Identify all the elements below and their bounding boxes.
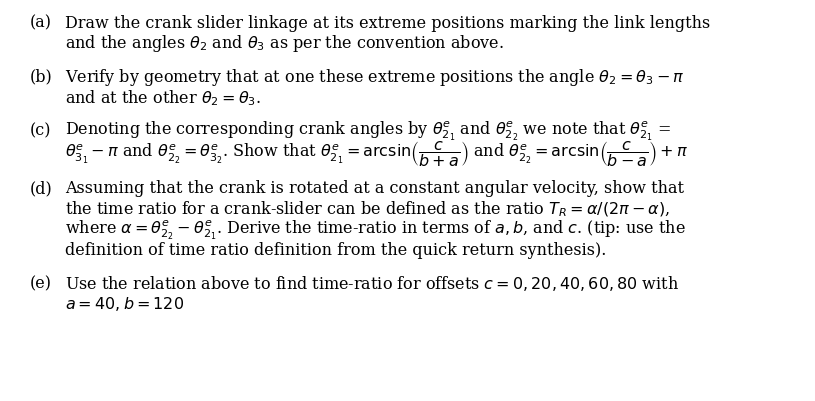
- Text: where $\alpha = \theta^e_{2_2} - \theta^e_{2_1}$. Derive the time-ratio in terms: where $\alpha = \theta^e_{2_2} - \theta^…: [64, 218, 685, 242]
- Text: $\theta^e_{3_1} - \pi$ and $\theta^e_{2_2} = \theta^e_{3_2}$. Show that $\theta^: $\theta^e_{3_1} - \pi$ and $\theta^e_{2_…: [64, 138, 688, 168]
- Text: Verify by geometry that at one these extreme positions the angle $\theta_2 = \th: Verify by geometry that at one these ext…: [64, 67, 685, 87]
- Text: Assuming that the crank is rotated at a constant angular velocity, show that: Assuming that the crank is rotated at a …: [64, 180, 684, 197]
- Text: (c): (c): [29, 122, 51, 139]
- Text: (e): (e): [29, 275, 51, 292]
- Text: definition of time ratio definition from the quick return synthesis).: definition of time ratio definition from…: [64, 242, 606, 259]
- Text: Draw the crank slider linkage at its extreme positions marking the link lengths: Draw the crank slider linkage at its ext…: [64, 15, 710, 32]
- Text: and the angles $\theta_2$ and $\theta_3$ as per the convention above.: and the angles $\theta_2$ and $\theta_3$…: [64, 34, 504, 55]
- Text: and at the other $\theta_2 = \theta_3$.: and at the other $\theta_2 = \theta_3$.: [64, 88, 261, 107]
- Text: Denoting the corresponding crank angles by $\theta^e_{2_1}$ and $\theta^e_{2_2}$: Denoting the corresponding crank angles …: [64, 119, 672, 142]
- Text: Use the relation above to find time-ratio for offsets $c = 0, 20, 40, 60, 80$ wi: Use the relation above to find time-rati…: [64, 274, 679, 293]
- Text: (a): (a): [29, 15, 51, 32]
- Text: $a = 40, b = 120$: $a = 40, b = 120$: [64, 296, 184, 314]
- Text: the time ratio for a crank-slider can be defined as the ratio $T_R = \alpha/(2\p: the time ratio for a crank-slider can be…: [64, 200, 670, 219]
- Text: (d): (d): [29, 180, 52, 197]
- Text: (b): (b): [29, 69, 52, 85]
